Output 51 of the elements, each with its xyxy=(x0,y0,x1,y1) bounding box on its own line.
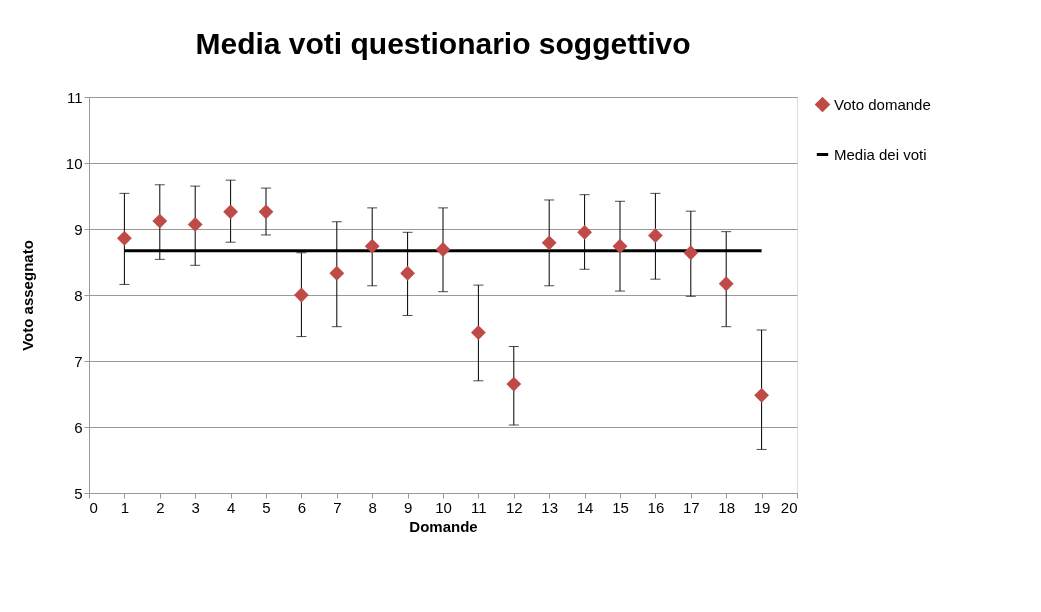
point xyxy=(223,204,239,220)
point xyxy=(400,265,416,281)
y-tick-label: 5 xyxy=(74,484,83,502)
x-tick-label: 7 xyxy=(333,498,342,516)
y-tick-label: 7 xyxy=(74,352,83,370)
point xyxy=(647,228,663,244)
x-tick-label: 8 xyxy=(368,498,377,516)
point xyxy=(612,238,628,254)
x-tick-label: 11 xyxy=(471,498,487,516)
point xyxy=(577,224,593,240)
x-tick-label: 10 xyxy=(435,498,452,516)
x-tick-label: 0 xyxy=(89,498,98,516)
x-tick-label: 9 xyxy=(403,498,413,516)
y-tick-label: 9 xyxy=(74,220,83,238)
x-tick-label: 20 xyxy=(780,498,798,516)
x-tick-label: 6 xyxy=(297,498,307,516)
x-tick-label: 13 xyxy=(541,498,559,516)
y-tick-label: 10 xyxy=(65,154,83,172)
y-tick-label: 11 xyxy=(66,88,83,106)
point xyxy=(506,376,522,392)
x-tick-label: 4 xyxy=(226,498,236,516)
x-tick-label: 15 xyxy=(612,498,629,516)
point xyxy=(293,287,309,303)
x-tick-label: 18 xyxy=(718,498,736,516)
x-tick-label: 1 xyxy=(120,498,130,516)
point xyxy=(116,230,132,246)
y-tick-label: 8 xyxy=(74,286,83,304)
point xyxy=(152,213,168,229)
point xyxy=(329,265,345,281)
chart-title: Media voti questionario soggettivo xyxy=(195,27,691,60)
x-tick-label: 17 xyxy=(682,498,700,516)
point xyxy=(187,216,203,232)
x-axis-title: Domande xyxy=(409,517,478,535)
point xyxy=(541,235,557,251)
x-tick-label: 3 xyxy=(191,498,200,516)
point xyxy=(364,238,380,254)
x-tick-label: 14 xyxy=(576,498,594,516)
x-tick-label: 5 xyxy=(262,498,271,516)
point xyxy=(683,245,699,261)
x-tick-label: 16 xyxy=(647,498,665,516)
y-tick-label: 6 xyxy=(74,418,83,436)
x-tick-label: 2 xyxy=(156,498,165,516)
x-tick-label: 12 xyxy=(505,498,523,516)
legend-label: Media dei voti xyxy=(834,145,927,163)
point xyxy=(718,276,734,292)
y-axis-title: Voto assegnato xyxy=(18,240,36,351)
point xyxy=(470,325,486,341)
point xyxy=(754,387,770,403)
legend-label: Voto domande xyxy=(834,95,931,113)
x-tick-label: 19 xyxy=(753,498,771,516)
point xyxy=(258,204,274,220)
